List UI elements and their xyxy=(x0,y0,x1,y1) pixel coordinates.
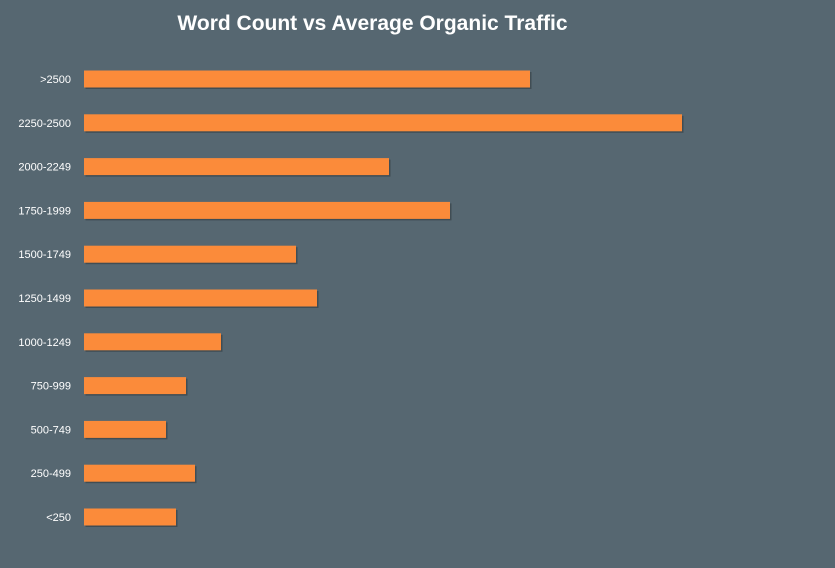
bar xyxy=(84,114,682,132)
bars xyxy=(84,70,684,527)
category-label: 1750-1999 xyxy=(18,205,71,217)
bar xyxy=(84,508,176,526)
category-labels: >2500 2250-2500 2000-2249 1750-1999 1500-174… xyxy=(18,74,71,524)
category-label: 250-499 xyxy=(31,468,71,480)
category-label: >2500 xyxy=(40,74,71,86)
bar xyxy=(84,70,530,88)
bar xyxy=(84,420,166,438)
category-label: 750-999 xyxy=(31,381,71,393)
bar xyxy=(84,201,450,219)
category-label: 500-749 xyxy=(31,424,71,436)
bar xyxy=(84,245,296,263)
bar xyxy=(84,464,195,482)
category-label: 2000-2249 xyxy=(18,162,71,174)
category-label: 1000-1249 xyxy=(18,337,71,349)
category-label: <250 xyxy=(46,512,71,524)
category-label: 1500-1749 xyxy=(18,249,71,261)
bar xyxy=(84,289,317,307)
category-label: 1250-1499 xyxy=(18,293,71,305)
category-label: 2250-2500 xyxy=(18,118,71,130)
bar xyxy=(84,158,389,176)
bar xyxy=(84,377,186,395)
chart-title: Word Count vs Average Organic Traffic xyxy=(177,12,568,35)
bar xyxy=(84,333,221,351)
